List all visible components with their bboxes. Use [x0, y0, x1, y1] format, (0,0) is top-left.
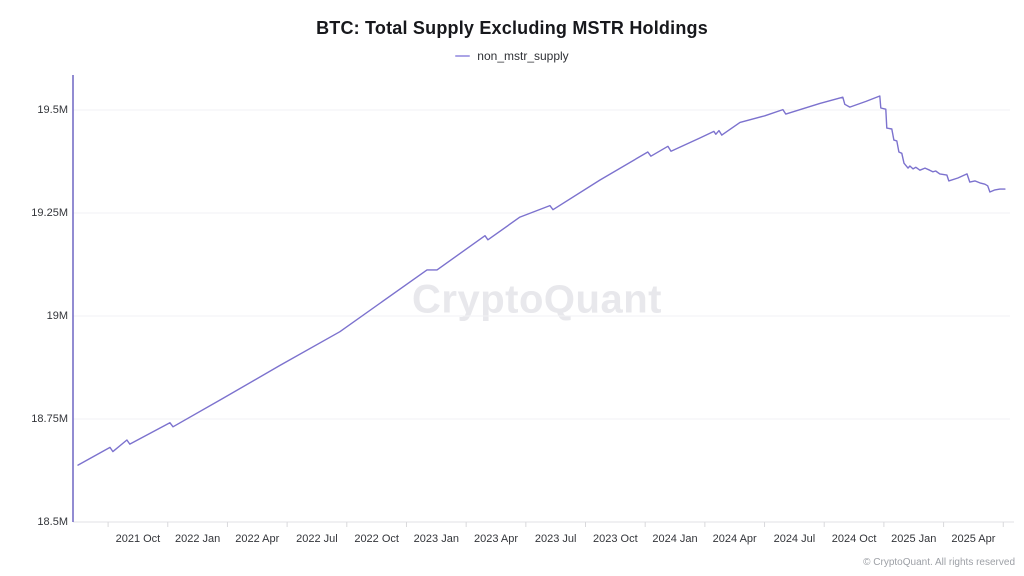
x-tick-label: 2022 Apr: [235, 533, 280, 545]
legend-line-icon: [455, 55, 471, 57]
x-tick-label: 2025 Apr: [951, 533, 996, 545]
y-tick-label: 19.5M: [37, 104, 68, 117]
y-tick-label: 18.75M: [31, 413, 68, 425]
chart-title: BTC: Total Supply Excluding MSTR Holding…: [316, 18, 708, 38]
series-line-non_mstr_supply[interactable]: [77, 95, 1006, 466]
y-tick-label: 18.5M: [37, 516, 68, 528]
x-tick-label: 2024 Apr: [712, 533, 757, 545]
x-tick-label: 2025 Jan: [891, 533, 937, 545]
y-tick-label: 19M: [46, 310, 68, 322]
x-tick-label: 2022 Jul: [296, 533, 338, 545]
x-tick-label: 2024 Jan: [652, 533, 698, 545]
x-tick-label: 2023 Jan: [413, 533, 459, 545]
x-tick-label: 2021 Oct: [115, 533, 161, 545]
x-tick-label: 2022 Jan: [174, 533, 221, 545]
y-tick-label: 19.25M: [31, 207, 68, 219]
x-tick-label: 2024 Oct: [831, 533, 877, 545]
legend-item-non-mstr-supply[interactable]: non_mstr_supply: [0, 49, 1024, 63]
copyright-text: © CryptoQuant. All rights reserved: [863, 557, 1015, 568]
legend-label: non_mstr_supply: [477, 49, 569, 63]
x-tick-label: 2023 Oct: [593, 533, 638, 545]
x-tick-label: 2023 Jul: [534, 533, 577, 545]
x-tick-label: 2023 Apr: [473, 533, 519, 545]
x-tick-label: 2022 Oct: [354, 533, 399, 545]
x-tick-label: 2024 Jul: [773, 533, 816, 545]
